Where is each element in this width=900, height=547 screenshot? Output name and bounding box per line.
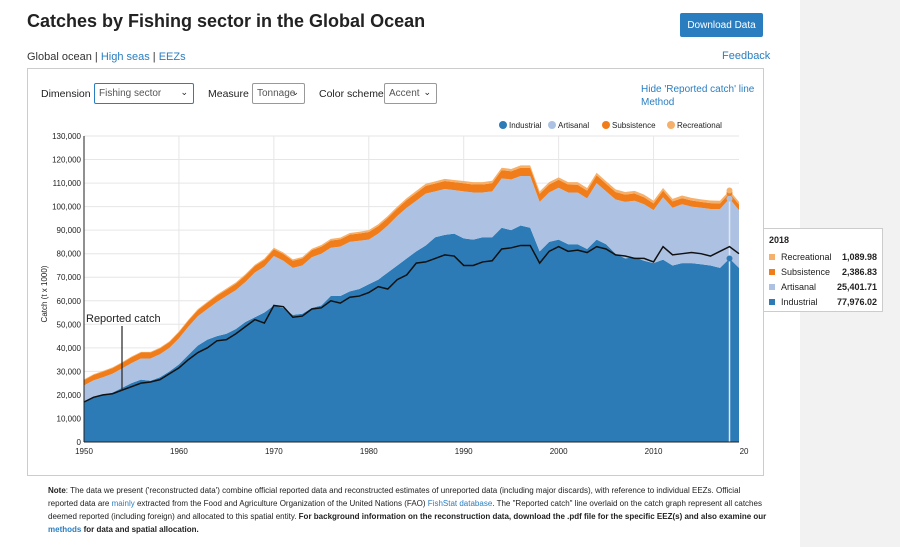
hide-reported-catch-label[interactable]: Hide 'Reported catch' line: [641, 84, 755, 95]
y-tick-label: 10,000: [57, 414, 82, 423]
x-tick-label: 20: [740, 447, 749, 456]
x-tick-label: 2010: [645, 447, 663, 456]
note-text: : The data we present ('reconstructed da…: [48, 486, 741, 508]
tooltip-year: 2018: [769, 235, 790, 245]
tooltip-series-value: 2,386.83: [841, 267, 877, 277]
chevron-down-icon: ⌄: [291, 87, 299, 97]
chevron-down-icon: ⌄: [180, 87, 188, 97]
subsistence-legend-swatch: [602, 121, 610, 129]
tooltip-row: Subsistence 2,386.83: [769, 265, 877, 279]
chart-panel: Dimension Fishing sector ⌄ Measure Tonna…: [27, 68, 764, 476]
measure-label: Measure: [208, 88, 249, 100]
tooltip-row: Artisanal 25,401.71: [769, 280, 877, 294]
catch-chart[interactable]: 0 10,000 20,000 30,000 40,000 50,000 60,000 70,…: [28, 69, 763, 475]
color-scheme-select[interactable]: Accent ⌄: [384, 83, 437, 104]
y-tick-label: 80,000: [57, 250, 82, 259]
y-tick-label: 70,000: [57, 273, 82, 282]
download-data-button[interactable]: Download Data: [680, 13, 763, 37]
artisanal-legend-swatch: [548, 121, 556, 129]
industrial-hover-dot: [726, 255, 733, 262]
x-tick-label: 1980: [360, 447, 378, 456]
legend-label: Artisanal: [558, 121, 589, 130]
y-tick-label: 100,000: [52, 203, 81, 212]
legend-label: Industrial: [509, 121, 542, 130]
y-axis-label: Catch (t x 1000): [40, 265, 49, 322]
reported-catch-annotation: Reported catch: [86, 313, 161, 391]
tooltip-row: Industrial 77,976.02: [769, 295, 877, 309]
note-text: . The "Reported catch" line overlaid on …: [48, 499, 762, 521]
scope-global-ocean: Global ocean: [27, 51, 92, 63]
tooltip-swatch: [769, 269, 775, 275]
x-tick-label: 1960: [170, 447, 188, 456]
y-tick-label: 0: [77, 438, 82, 447]
scope-links: Global ocean | High seas | EEZs: [27, 51, 186, 63]
y-tick-label: 40,000: [57, 344, 82, 353]
legend-label: Recreational: [677, 121, 722, 130]
y-tick-label: 20,000: [57, 391, 82, 400]
note-text: extracted from the Food and Agriculture …: [134, 499, 428, 508]
scope-separator: |: [149, 51, 159, 63]
tooltip-series-name: Industrial: [781, 297, 818, 307]
tooltip-series-name: Subsistence: [781, 267, 831, 277]
tooltip-series-name: Artisanal: [781, 282, 817, 292]
feedback-link[interactable]: Feedback: [722, 50, 771, 62]
x-tick-label: 1970: [265, 447, 283, 456]
artisanal-hover-dot: [726, 195, 733, 202]
mainly-link[interactable]: mainly: [111, 499, 135, 508]
industrial-area: [84, 225, 739, 442]
x-tick-label: 2000: [550, 447, 568, 456]
tooltip-series-value: 77,976.02: [836, 297, 877, 307]
year-tooltip: 2018 Recreational 1,089.98 Subsistence 2…: [763, 228, 883, 312]
scope-high-seas-link[interactable]: High seas: [100, 51, 150, 63]
chart-legend: Industrial Artisanal Subsistence Recreation…: [499, 121, 722, 130]
measure-select[interactable]: Tonnage ⌄: [252, 83, 305, 104]
reported-catch-annotation-label: Reported catch: [86, 313, 161, 325]
note-bold-text: For background information on the recons…: [298, 512, 767, 521]
tooltip-series-value: 25,401.71: [836, 282, 877, 292]
recreational-legend-swatch: [667, 121, 675, 129]
y-tick-label: 30,000: [57, 367, 82, 376]
page-title: Catches by Fishing sector in the Global …: [27, 11, 426, 31]
method-link[interactable]: Method: [641, 97, 675, 108]
tooltip-row: Recreational 1,089.98: [769, 250, 877, 264]
dimension-select[interactable]: Fishing sector ⌄: [94, 83, 194, 104]
recreational-hover-dot: [726, 187, 733, 194]
y-tick-label: 120,000: [52, 156, 81, 165]
y-tick-label: 90,000: [57, 226, 82, 235]
dimension-select-value: Fishing sector: [99, 88, 162, 99]
fishstat-link[interactable]: FishStat database: [427, 499, 493, 508]
artisanal-area: [84, 176, 739, 402]
x-tick-label: 1950: [75, 447, 93, 456]
data-note: Note: The data we present ('reconstructe…: [48, 484, 768, 536]
methods-link[interactable]: methods: [48, 525, 82, 534]
y-tick-label: 130,000: [52, 132, 81, 141]
tooltip-series-value: 1,089.98: [841, 252, 877, 262]
scope-separator: |: [91, 51, 101, 63]
note-label: Note: [48, 486, 66, 495]
x-tick-label: 1990: [455, 447, 473, 456]
dimension-label: Dimension: [41, 88, 91, 100]
chart-axes: 0 10,000 20,000 30,000 40,000 50,000 60,000 70,…: [52, 132, 749, 456]
chart-areas: [83, 165, 740, 442]
reported-catch-line: [83, 244, 740, 403]
scope-eezs-link[interactable]: EEZs: [158, 51, 186, 63]
tooltip-series-name: Recreational: [781, 252, 832, 262]
y-tick-label: 60,000: [57, 297, 82, 306]
legend-label: Subsistence: [612, 121, 656, 130]
color-scheme-label: Color scheme: [319, 88, 384, 100]
tooltip-swatch: [769, 284, 775, 290]
tooltip-swatch: [769, 299, 775, 305]
note-bold-text: for data and spatial allocation.: [81, 525, 199, 534]
color-scheme-select-value: Accent: [389, 88, 420, 99]
industrial-legend-swatch: [499, 121, 507, 129]
chevron-down-icon: ⌄: [423, 87, 431, 97]
hide-reported-catch-link[interactable]: Hide 'Reported catch' line Method: [641, 83, 761, 109]
y-tick-label: 110,000: [53, 179, 82, 188]
y-tick-label: 50,000: [57, 320, 82, 329]
tooltip-swatch: [769, 254, 775, 260]
measure-select-value: Tonnage: [257, 88, 296, 99]
